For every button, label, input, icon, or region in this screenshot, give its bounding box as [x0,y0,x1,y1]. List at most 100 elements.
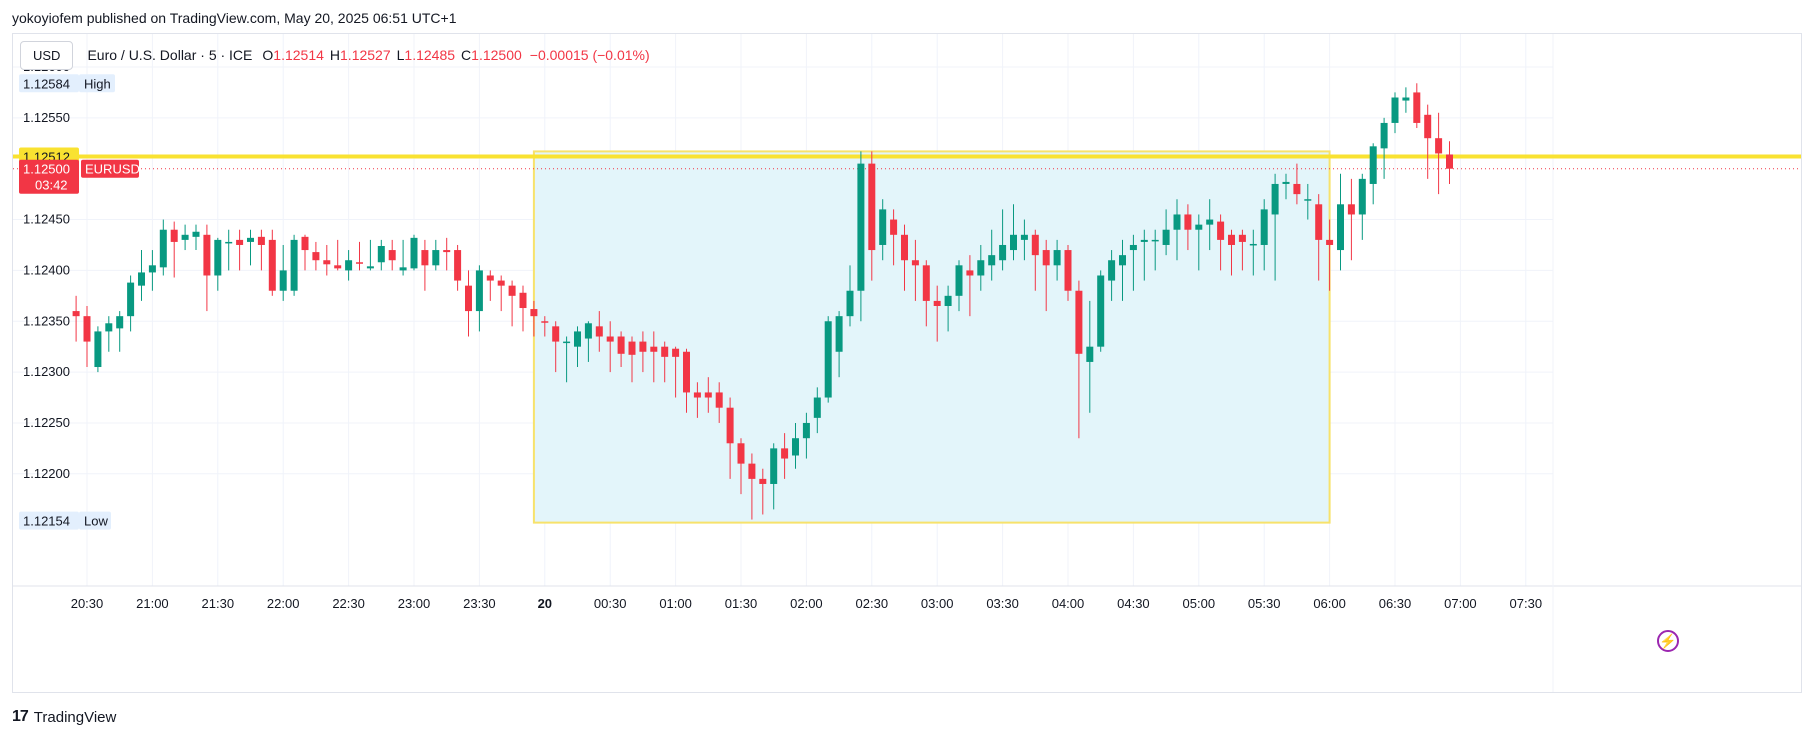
candle-body [356,262,363,264]
candle-body [1435,138,1443,154]
candle-body [1337,204,1344,251]
candle-body [1380,122,1388,149]
x-tick-label: 04:00 [1052,596,1085,611]
currency-selector[interactable]: USD [20,40,74,70]
candle-body [312,252,320,261]
candle-body [410,237,418,269]
lightning-icon[interactable]: ⚡ [1657,630,1679,652]
candle-body [650,346,658,352]
candle-body [1129,244,1137,251]
x-tick-label: 21:30 [202,596,235,611]
candle-body [138,272,145,286]
low-label: L [396,47,405,63]
candle-body [857,163,865,291]
candle-body [1140,239,1148,242]
candle-body [1075,290,1083,354]
candle-body [497,280,505,286]
candle-body [279,270,287,291]
candle-body [1446,154,1453,169]
candle-body [683,351,690,393]
candle-body [1282,181,1290,184]
candle-body [966,270,974,276]
candle-body [617,336,625,354]
candle-body [1097,275,1105,347]
candle-body [1402,97,1410,101]
candle-body [574,331,581,347]
candle-body [901,234,908,261]
high-label: H [329,47,341,63]
x-tick-label: 02:00 [790,596,823,611]
candle-body [1424,114,1432,139]
candle-body [1031,234,1039,256]
candle-body [519,292,527,309]
candle-body [1260,209,1268,245]
candle-body [628,341,636,355]
candle-body [72,311,80,317]
candle-body [868,163,876,251]
candle-body [726,407,734,444]
candle-body [639,341,647,352]
candle-body [159,229,167,268]
x-tick-label: 22:00 [267,596,300,611]
candle-body [813,397,821,418]
candle-body [127,282,135,317]
candle-body [835,316,843,352]
candle-body [595,326,603,337]
candle-body [192,231,200,237]
candle-body [83,316,91,342]
y-tick-label: 1.12550 [23,110,70,125]
candle-body [247,237,254,242]
candle-body [737,443,745,464]
highlight-zone-rectangle [532,150,1331,524]
bar-countdown: 03:42 [35,178,68,193]
x-tick-label: 20:30 [71,596,104,611]
candle-body [203,234,211,276]
high-price-label: 1.12584 [23,76,70,91]
candle-body [1206,219,1214,225]
candle-body [181,234,189,240]
candle-body [715,392,723,408]
candle-body [890,219,898,235]
last-price-label-bg [19,159,79,194]
change-value: −0.00015 (−0.01%) [529,47,650,63]
y-tick-label: 1.12350 [23,313,70,328]
low-price-label: 1.12154 [23,514,70,529]
candle-body [748,463,756,479]
candle-body [1304,199,1312,201]
low-price-label-bg [19,511,79,530]
open-label: O [262,47,274,63]
candle-body [1119,255,1126,266]
close-value: 1.12500 [471,47,522,63]
candle-body [236,239,244,245]
candle-body [1238,234,1246,242]
candle-body [824,321,832,398]
candle-body [116,316,124,329]
footer-logo-text: TradingView [33,708,117,726]
candle-body [475,270,483,312]
y-tick-label: 1.12450 [23,212,70,227]
candle-body [693,392,701,398]
candlestick-chart[interactable]: 1.126001.125501.124501.124001.123501.123… [13,34,1802,693]
high-price-label-bg [19,74,79,93]
symbol-description[interactable]: Euro / U.S. Dollar · 5 · ICE [87,47,253,63]
x-tick-label: 03:30 [986,596,1019,611]
candle-body [1271,183,1279,215]
x-tick-label: 22:30 [332,596,365,611]
symbol-tag: EURUSD [85,162,140,177]
candle-body [257,236,265,245]
candle-body [465,285,472,312]
candle-body [563,341,571,344]
candle-body [1151,239,1159,242]
chart-legend-header: USD Euro / U.S. Dollar · 5 · ICE O 1.1251… [20,40,650,70]
footer-branding[interactable]: 17 TradingView [12,708,116,726]
candle-body [911,260,919,266]
low-value: 1.12485 [404,47,456,63]
candle-body [1053,250,1061,266]
candle-body [541,321,549,323]
candle-body [802,422,810,439]
candle-body [214,239,222,276]
high-value: 1.12527 [340,47,391,63]
chart-pane[interactable]: 1.126001.125501.124501.124001.123501.123… [12,33,1802,693]
x-tick-label: 06:00 [1313,596,1346,611]
candle-body [661,346,669,357]
